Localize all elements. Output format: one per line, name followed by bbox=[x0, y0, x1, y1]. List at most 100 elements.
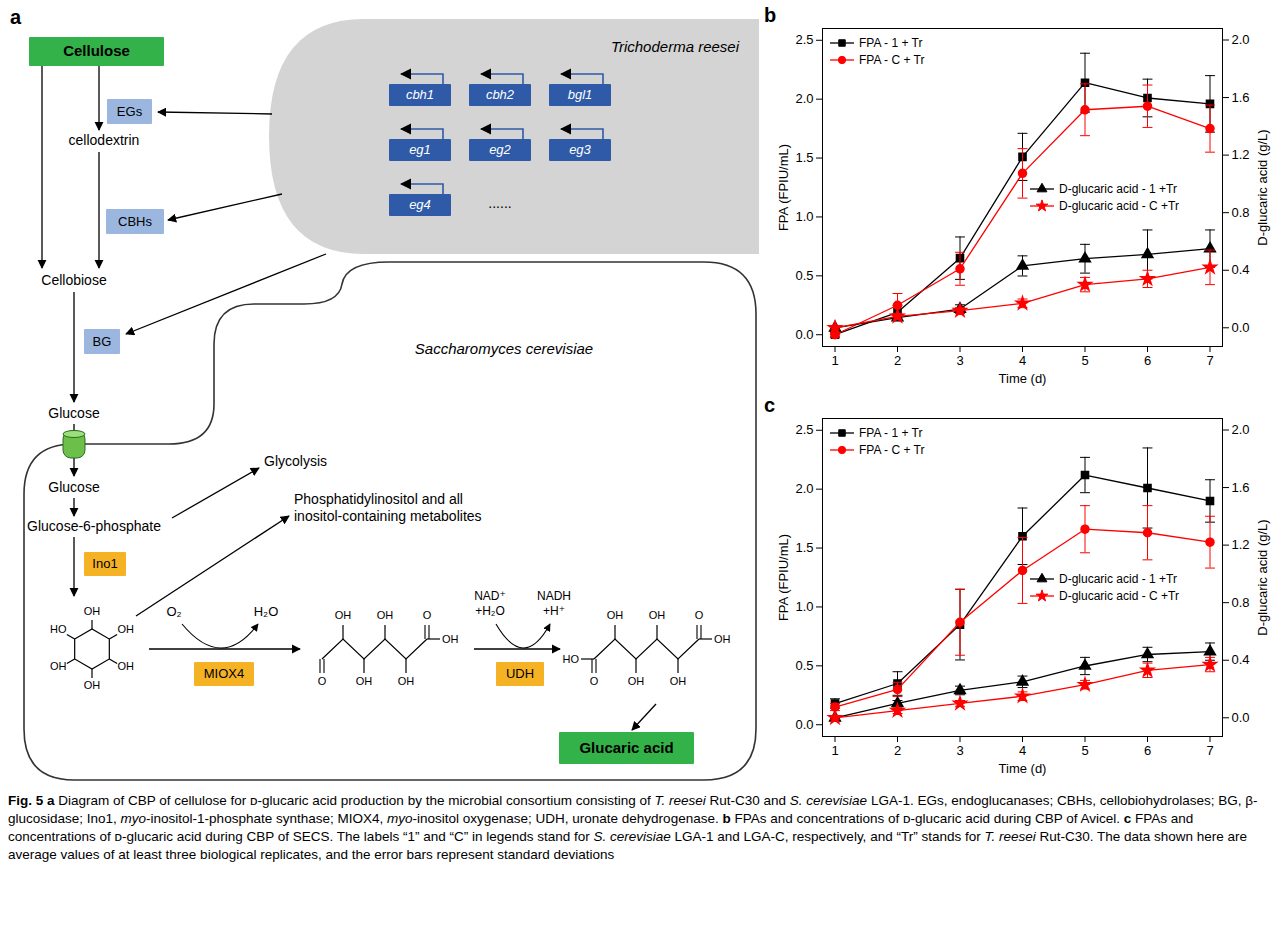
svg-text:OH: OH bbox=[84, 679, 101, 691]
svg-text:OH: OH bbox=[442, 633, 459, 645]
svg-text:FPA (FPIU/mL): FPA (FPIU/mL) bbox=[776, 534, 791, 621]
svg-text:4: 4 bbox=[1019, 743, 1026, 758]
svg-text:1.5: 1.5 bbox=[795, 150, 813, 165]
svg-text:OH: OH bbox=[714, 633, 731, 645]
svg-text:5: 5 bbox=[1081, 743, 1088, 758]
svg-text:HO: HO bbox=[50, 623, 67, 635]
svg-text:2.0: 2.0 bbox=[1232, 422, 1250, 437]
svg-text:1.5: 1.5 bbox=[795, 540, 813, 555]
svg-text:7: 7 bbox=[1206, 353, 1213, 368]
svg-text:OH: OH bbox=[398, 675, 415, 687]
svg-text:D-glucaric acid (g/L): D-glucaric acid (g/L) bbox=[1255, 519, 1270, 635]
svg-text:......: ...... bbox=[488, 195, 511, 211]
svg-text:O: O bbox=[318, 675, 327, 687]
svg-text:1.0: 1.0 bbox=[795, 209, 813, 224]
svg-text:0.0: 0.0 bbox=[1232, 320, 1250, 335]
svg-text:OH: OH bbox=[377, 609, 394, 621]
svg-text:UDH: UDH bbox=[506, 666, 534, 681]
svg-text:a: a bbox=[10, 6, 22, 28]
svg-text:eg2: eg2 bbox=[489, 142, 511, 157]
svg-text:6: 6 bbox=[1144, 353, 1151, 368]
svg-text:cbh1: cbh1 bbox=[406, 87, 434, 102]
svg-text:MIOX4: MIOX4 bbox=[204, 666, 244, 681]
svg-text:2.0: 2.0 bbox=[1232, 32, 1250, 47]
svg-text:0.0: 0.0 bbox=[1232, 710, 1250, 725]
svg-text:eg3: eg3 bbox=[569, 142, 591, 157]
svg-text:1.6: 1.6 bbox=[1232, 90, 1250, 105]
svg-text:Time (d): Time (d) bbox=[999, 371, 1047, 386]
svg-text:cbh2: cbh2 bbox=[486, 87, 515, 102]
svg-text:1.2: 1.2 bbox=[1232, 537, 1250, 552]
svg-text:2.5: 2.5 bbox=[795, 32, 813, 47]
html-text:FPA - 1 + Tr: FPA - 1 + Tr bbox=[859, 35, 923, 50]
svg-text:0.5: 0.5 bbox=[795, 268, 813, 283]
svg-text:bgl1: bgl1 bbox=[568, 87, 593, 102]
svg-text:D-glucaric acid (g/L): D-glucaric acid (g/L) bbox=[1255, 129, 1270, 245]
svg-text:1: 1 bbox=[831, 353, 838, 368]
svg-text:Time (d): Time (d) bbox=[999, 761, 1047, 776]
svg-text:OH: OH bbox=[335, 609, 352, 621]
svg-text:Glucose: Glucose bbox=[48, 405, 100, 421]
svg-text:0.0: 0.0 bbox=[795, 717, 813, 732]
svg-text:2: 2 bbox=[894, 353, 901, 368]
svg-text:7: 7 bbox=[1206, 743, 1213, 758]
svg-text:Ino1: Ino1 bbox=[92, 556, 117, 571]
svg-text:Phosphatidylinositol and all: Phosphatidylinositol and all bbox=[294, 491, 463, 507]
svg-text:cellodextrin: cellodextrin bbox=[69, 132, 140, 148]
svg-text:5: 5 bbox=[1081, 353, 1088, 368]
svg-text:OH: OH bbox=[84, 605, 101, 617]
svg-text:OH: OH bbox=[118, 623, 135, 635]
svg-text:2.0: 2.0 bbox=[795, 481, 813, 496]
svg-text:2: 2 bbox=[894, 743, 901, 758]
svg-text:1: 1 bbox=[831, 743, 838, 758]
svg-text:eg1: eg1 bbox=[409, 142, 431, 157]
svg-text:O: O bbox=[695, 609, 704, 621]
svg-text:3: 3 bbox=[956, 353, 963, 368]
svg-text:2.5: 2.5 bbox=[795, 422, 813, 437]
svg-text:Trichoderma reesei: Trichoderma reesei bbox=[611, 38, 740, 55]
svg-text:0.8: 0.8 bbox=[1232, 595, 1250, 610]
svg-text:+H₂O: +H₂O bbox=[475, 604, 505, 618]
svg-text:HO: HO bbox=[563, 653, 580, 665]
svg-text:Glucose-6-phosphate: Glucose-6-phosphate bbox=[27, 518, 161, 534]
svg-text:Glucaric acid: Glucaric acid bbox=[579, 739, 673, 756]
svg-text:BG: BG bbox=[93, 334, 112, 349]
svg-text:OH: OH bbox=[356, 675, 373, 687]
svg-text:NAD⁺: NAD⁺ bbox=[474, 589, 506, 603]
svg-text:Saccharomyces cerevisiae: Saccharomyces cerevisiae bbox=[415, 340, 593, 357]
svg-text:FPA (FPIU/mL): FPA (FPIU/mL) bbox=[776, 144, 791, 231]
html-text:Fig. 5 a Diagram of CBP of cel: Fig. 5 a Diagram of CBP of cellulose for… bbox=[8, 793, 1258, 862]
svg-text:OH: OH bbox=[649, 609, 666, 621]
svg-text:0.4: 0.4 bbox=[1232, 262, 1250, 277]
svg-text:eg4: eg4 bbox=[409, 197, 431, 212]
svg-text:0.4: 0.4 bbox=[1232, 652, 1250, 667]
svg-text:1.6: 1.6 bbox=[1232, 480, 1250, 495]
svg-text:O: O bbox=[590, 675, 599, 687]
svg-text:+H⁺: +H⁺ bbox=[543, 604, 565, 618]
svg-text:NADH: NADH bbox=[537, 589, 571, 603]
svg-text:2.0: 2.0 bbox=[795, 91, 813, 106]
svg-text:1.2: 1.2 bbox=[1232, 147, 1250, 162]
svg-text:OH: OH bbox=[118, 660, 135, 672]
svg-text:0.8: 0.8 bbox=[1232, 205, 1250, 220]
svg-text:6: 6 bbox=[1144, 743, 1151, 758]
svg-text:O: O bbox=[423, 609, 432, 621]
svg-text:0.5: 0.5 bbox=[795, 658, 813, 673]
svg-text:CBHs: CBHs bbox=[118, 214, 152, 229]
svg-text:OH: OH bbox=[607, 609, 624, 621]
svg-text:Cellulose: Cellulose bbox=[63, 42, 130, 59]
svg-text:3: 3 bbox=[956, 743, 963, 758]
svg-text:Glycolysis: Glycolysis bbox=[264, 453, 327, 469]
svg-text:Cellobiose: Cellobiose bbox=[41, 272, 107, 288]
svg-text:1.0: 1.0 bbox=[795, 599, 813, 614]
svg-text:OH: OH bbox=[670, 675, 687, 687]
svg-text:OH: OH bbox=[628, 675, 645, 687]
svg-text:O₂: O₂ bbox=[166, 604, 181, 619]
svg-text:OH: OH bbox=[50, 660, 67, 672]
svg-text:H₂O: H₂O bbox=[254, 604, 279, 619]
svg-text:EGs: EGs bbox=[117, 104, 143, 119]
svg-text:Glucose: Glucose bbox=[48, 479, 100, 495]
svg-text:0.0: 0.0 bbox=[795, 327, 813, 342]
svg-text:inositol-containing metabolite: inositol-containing metabolites bbox=[294, 508, 482, 524]
svg-text:4: 4 bbox=[1019, 353, 1026, 368]
